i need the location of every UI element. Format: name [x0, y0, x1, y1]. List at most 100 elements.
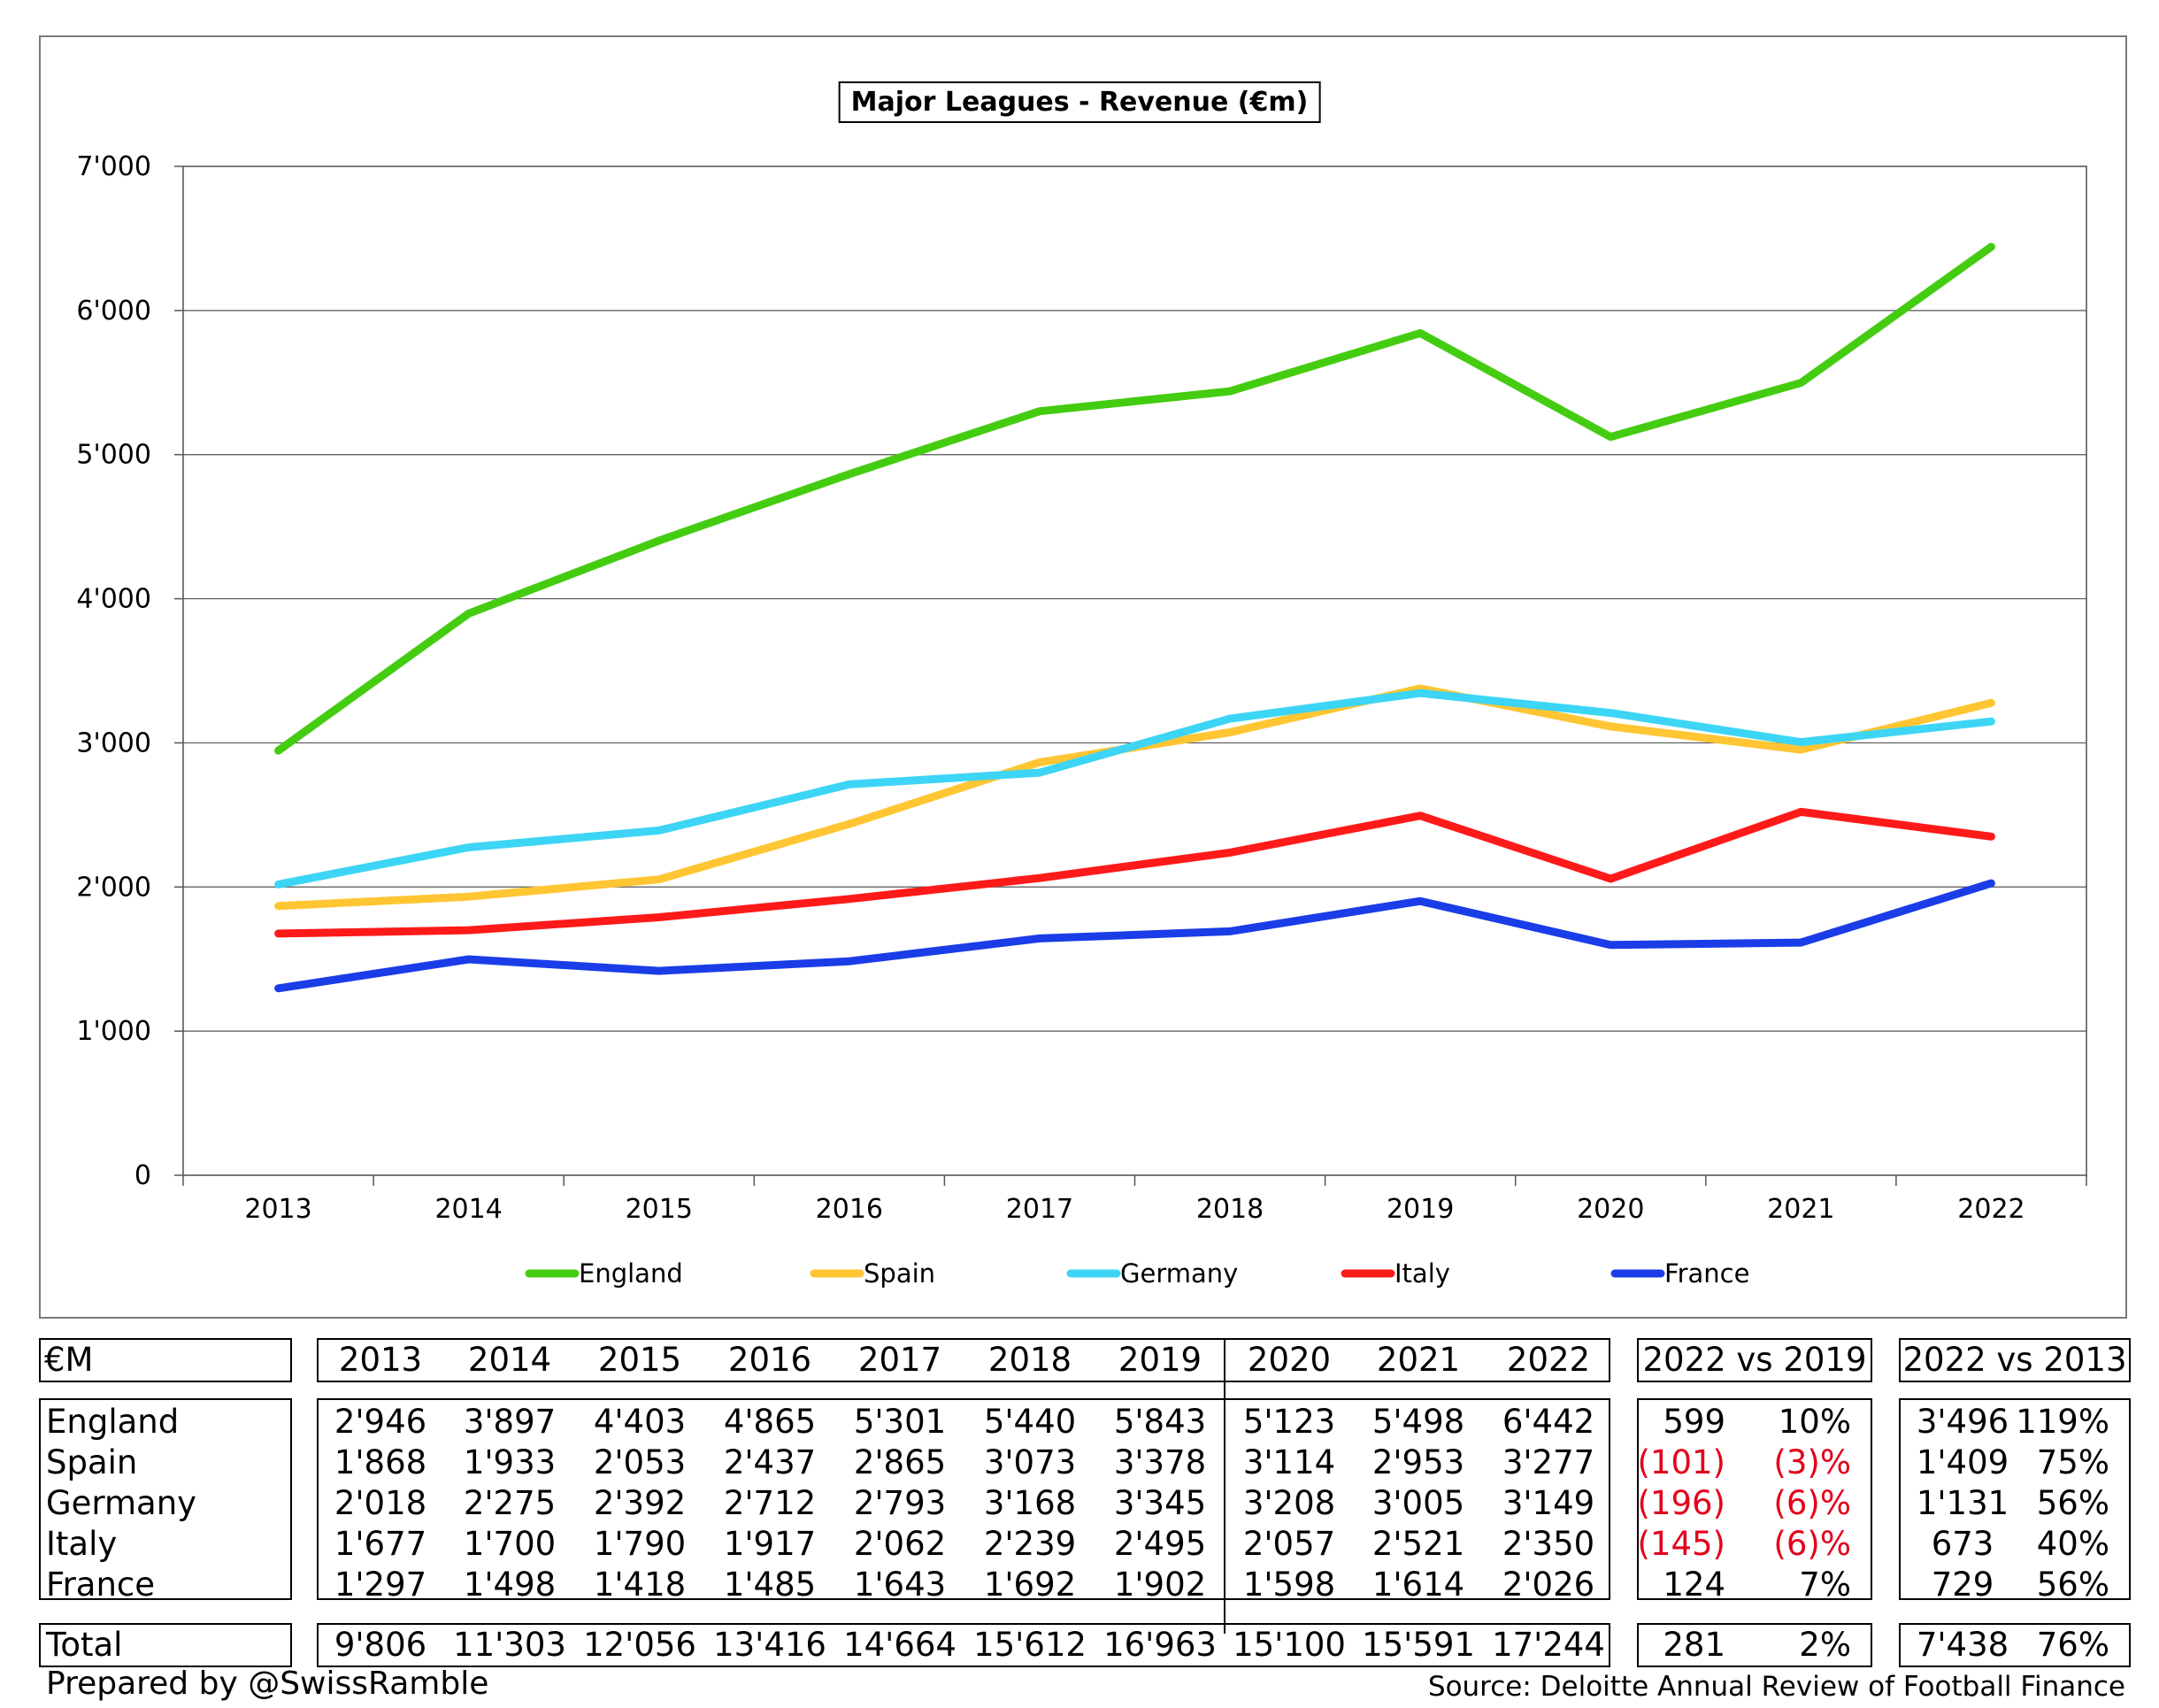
- data-point-germany: [1610, 712, 1611, 714]
- table-body-label-box: [39, 1398, 292, 1600]
- table-year-header: 2014: [467, 1341, 552, 1379]
- data-point-england: [1229, 390, 1231, 392]
- table-year-header: 2022: [1506, 1341, 1591, 1379]
- data-point-france: [1229, 930, 1231, 932]
- table-vs2019-abs: (145): [1637, 1525, 1726, 1563]
- data-point-germany: [278, 883, 280, 885]
- table-year-header: 2018: [987, 1341, 1072, 1379]
- table-total-cell: 15'100: [1233, 1626, 1346, 1664]
- table-cell: 4'403: [593, 1403, 687, 1441]
- table-cell: 3'897: [463, 1403, 557, 1441]
- table-row-label: Germany: [46, 1484, 197, 1522]
- table-year-header: 2015: [597, 1341, 682, 1379]
- data-point-england: [1039, 411, 1041, 412]
- table-cell: 2'062: [853, 1525, 947, 1563]
- data-point-italy: [468, 929, 470, 931]
- table-body-years-box: [317, 1398, 1610, 1600]
- table-vs2013-header: 2022 vs 2013: [1902, 1341, 2127, 1379]
- table-cell: 1'933: [463, 1443, 557, 1481]
- table-cell: 1'700: [463, 1525, 557, 1563]
- table-vs2019-pct: (3)%: [1773, 1443, 1851, 1481]
- table-cell: 1'614: [1371, 1566, 1465, 1604]
- table-cell: 2'437: [723, 1443, 817, 1481]
- table-cell: 3'208: [1242, 1484, 1336, 1522]
- table-cell: 1'498: [463, 1566, 557, 1604]
- data-point-england: [468, 612, 470, 614]
- table-year-header: 2013: [338, 1341, 423, 1379]
- table-year-header: 2019: [1118, 1341, 1202, 1379]
- table-cell: 2'865: [853, 1443, 947, 1481]
- table-vs2019-abs: 599: [1663, 1403, 1725, 1441]
- table-vs2019-abs: (101): [1637, 1443, 1726, 1481]
- table-cell: 2'057: [1242, 1525, 1336, 1563]
- table-vs2013-pct: 119%: [2016, 1403, 2109, 1441]
- series-line-italy: [274, 807, 1995, 938]
- table-vs2019-pct: (6)%: [1773, 1484, 1851, 1522]
- data-point-spain: [1990, 702, 1992, 704]
- table-row-label: England: [46, 1403, 180, 1441]
- data-point-france: [278, 988, 280, 989]
- table-year-header: 2020: [1247, 1341, 1332, 1379]
- x-tick-label: 2022: [1957, 1194, 2025, 1225]
- table-cell: 1'902: [1113, 1566, 1207, 1604]
- data-point-italy: [1229, 851, 1231, 853]
- table-cell: 1'485: [723, 1566, 817, 1604]
- table-total-vs2019-pct: 2%: [1799, 1626, 1851, 1664]
- y-tick-label: 2'000: [76, 872, 151, 903]
- data-point-germany: [468, 847, 470, 848]
- legend-label-spain: Spain: [864, 1258, 935, 1289]
- table-body-vs2013-box: [1899, 1398, 2131, 1600]
- table-cell: 2'053: [593, 1443, 687, 1481]
- y-tick-label: 6'000: [76, 296, 151, 327]
- table-vs2019-pct: 7%: [1799, 1566, 1851, 1604]
- data-point-france: [1039, 937, 1041, 939]
- data-point-spain: [1419, 688, 1421, 689]
- data-point-france: [1990, 882, 1992, 884]
- table-total-cell: 14'664: [843, 1626, 957, 1664]
- table-cell: 3'005: [1371, 1484, 1465, 1522]
- table-cell: 3'073: [983, 1443, 1077, 1481]
- data-point-italy: [1419, 815, 1421, 817]
- table-total-cell: 16'963: [1103, 1626, 1217, 1664]
- y-tick-label: 4'000: [76, 584, 151, 615]
- table-header-years-box: [317, 1338, 1610, 1382]
- table-vs2019-pct: 10%: [1778, 1403, 1851, 1441]
- table-cell: 1'868: [334, 1443, 427, 1481]
- data-point-italy: [1990, 835, 1992, 837]
- table-total-vs2013-pct: 76%: [2036, 1626, 2109, 1664]
- legend-label-france: France: [1664, 1258, 1749, 1289]
- x-tick-label: 2017: [1006, 1194, 1073, 1225]
- table-total-cell: 15'612: [973, 1626, 1087, 1664]
- x-tick-label: 2013: [244, 1194, 311, 1225]
- series-line-france: [274, 879, 1995, 993]
- line-chart: 0 1'000 2'000 3'000 4'000 5'000 6'000 7'000 2013…: [76, 151, 2087, 1289]
- table-vs2013-abs: 1'409: [1916, 1443, 2009, 1481]
- table-cell: 3'378: [1113, 1443, 1207, 1481]
- table-cell: 2'793: [853, 1484, 947, 1522]
- period-divider: [1224, 1338, 1225, 1634]
- footer-credit: Prepared by @SwissRamble: [46, 1666, 489, 1702]
- data-point-england: [278, 750, 280, 751]
- table-total-cell: 17'244: [1492, 1626, 1605, 1664]
- table-cell: 3'277: [1502, 1443, 1595, 1481]
- table-vs2013-pct: 56%: [2036, 1484, 2109, 1522]
- table-cell: 6'442: [1502, 1403, 1595, 1441]
- x-tick-label: 2016: [816, 1194, 883, 1225]
- table-cell: 3'149: [1502, 1484, 1595, 1522]
- table-cell: 2'350: [1502, 1525, 1595, 1563]
- table-header-label-box: [39, 1338, 292, 1382]
- table-vs2013-pct: 40%: [2036, 1525, 2109, 1563]
- x-tick-label: 2020: [1577, 1194, 1644, 1225]
- legend-label-italy: Italy: [1395, 1258, 1450, 1289]
- data-point-germany: [658, 829, 660, 831]
- chart-title: Major Leagues - Revenue (€m): [838, 81, 1321, 123]
- table-body-vs2019-box: [1637, 1398, 1872, 1600]
- data-point-england: [1419, 332, 1421, 334]
- table-cell: 1'643: [853, 1566, 947, 1604]
- x-tick-label: 2019: [1387, 1194, 1454, 1225]
- table-cell: 1'917: [723, 1525, 817, 1563]
- table-cell: 3'168: [983, 1484, 1077, 1522]
- table-corner-label: €M: [44, 1341, 94, 1379]
- y-tick-label: 3'000: [76, 727, 151, 758]
- table-total-vs2019-box: [1637, 1623, 1872, 1667]
